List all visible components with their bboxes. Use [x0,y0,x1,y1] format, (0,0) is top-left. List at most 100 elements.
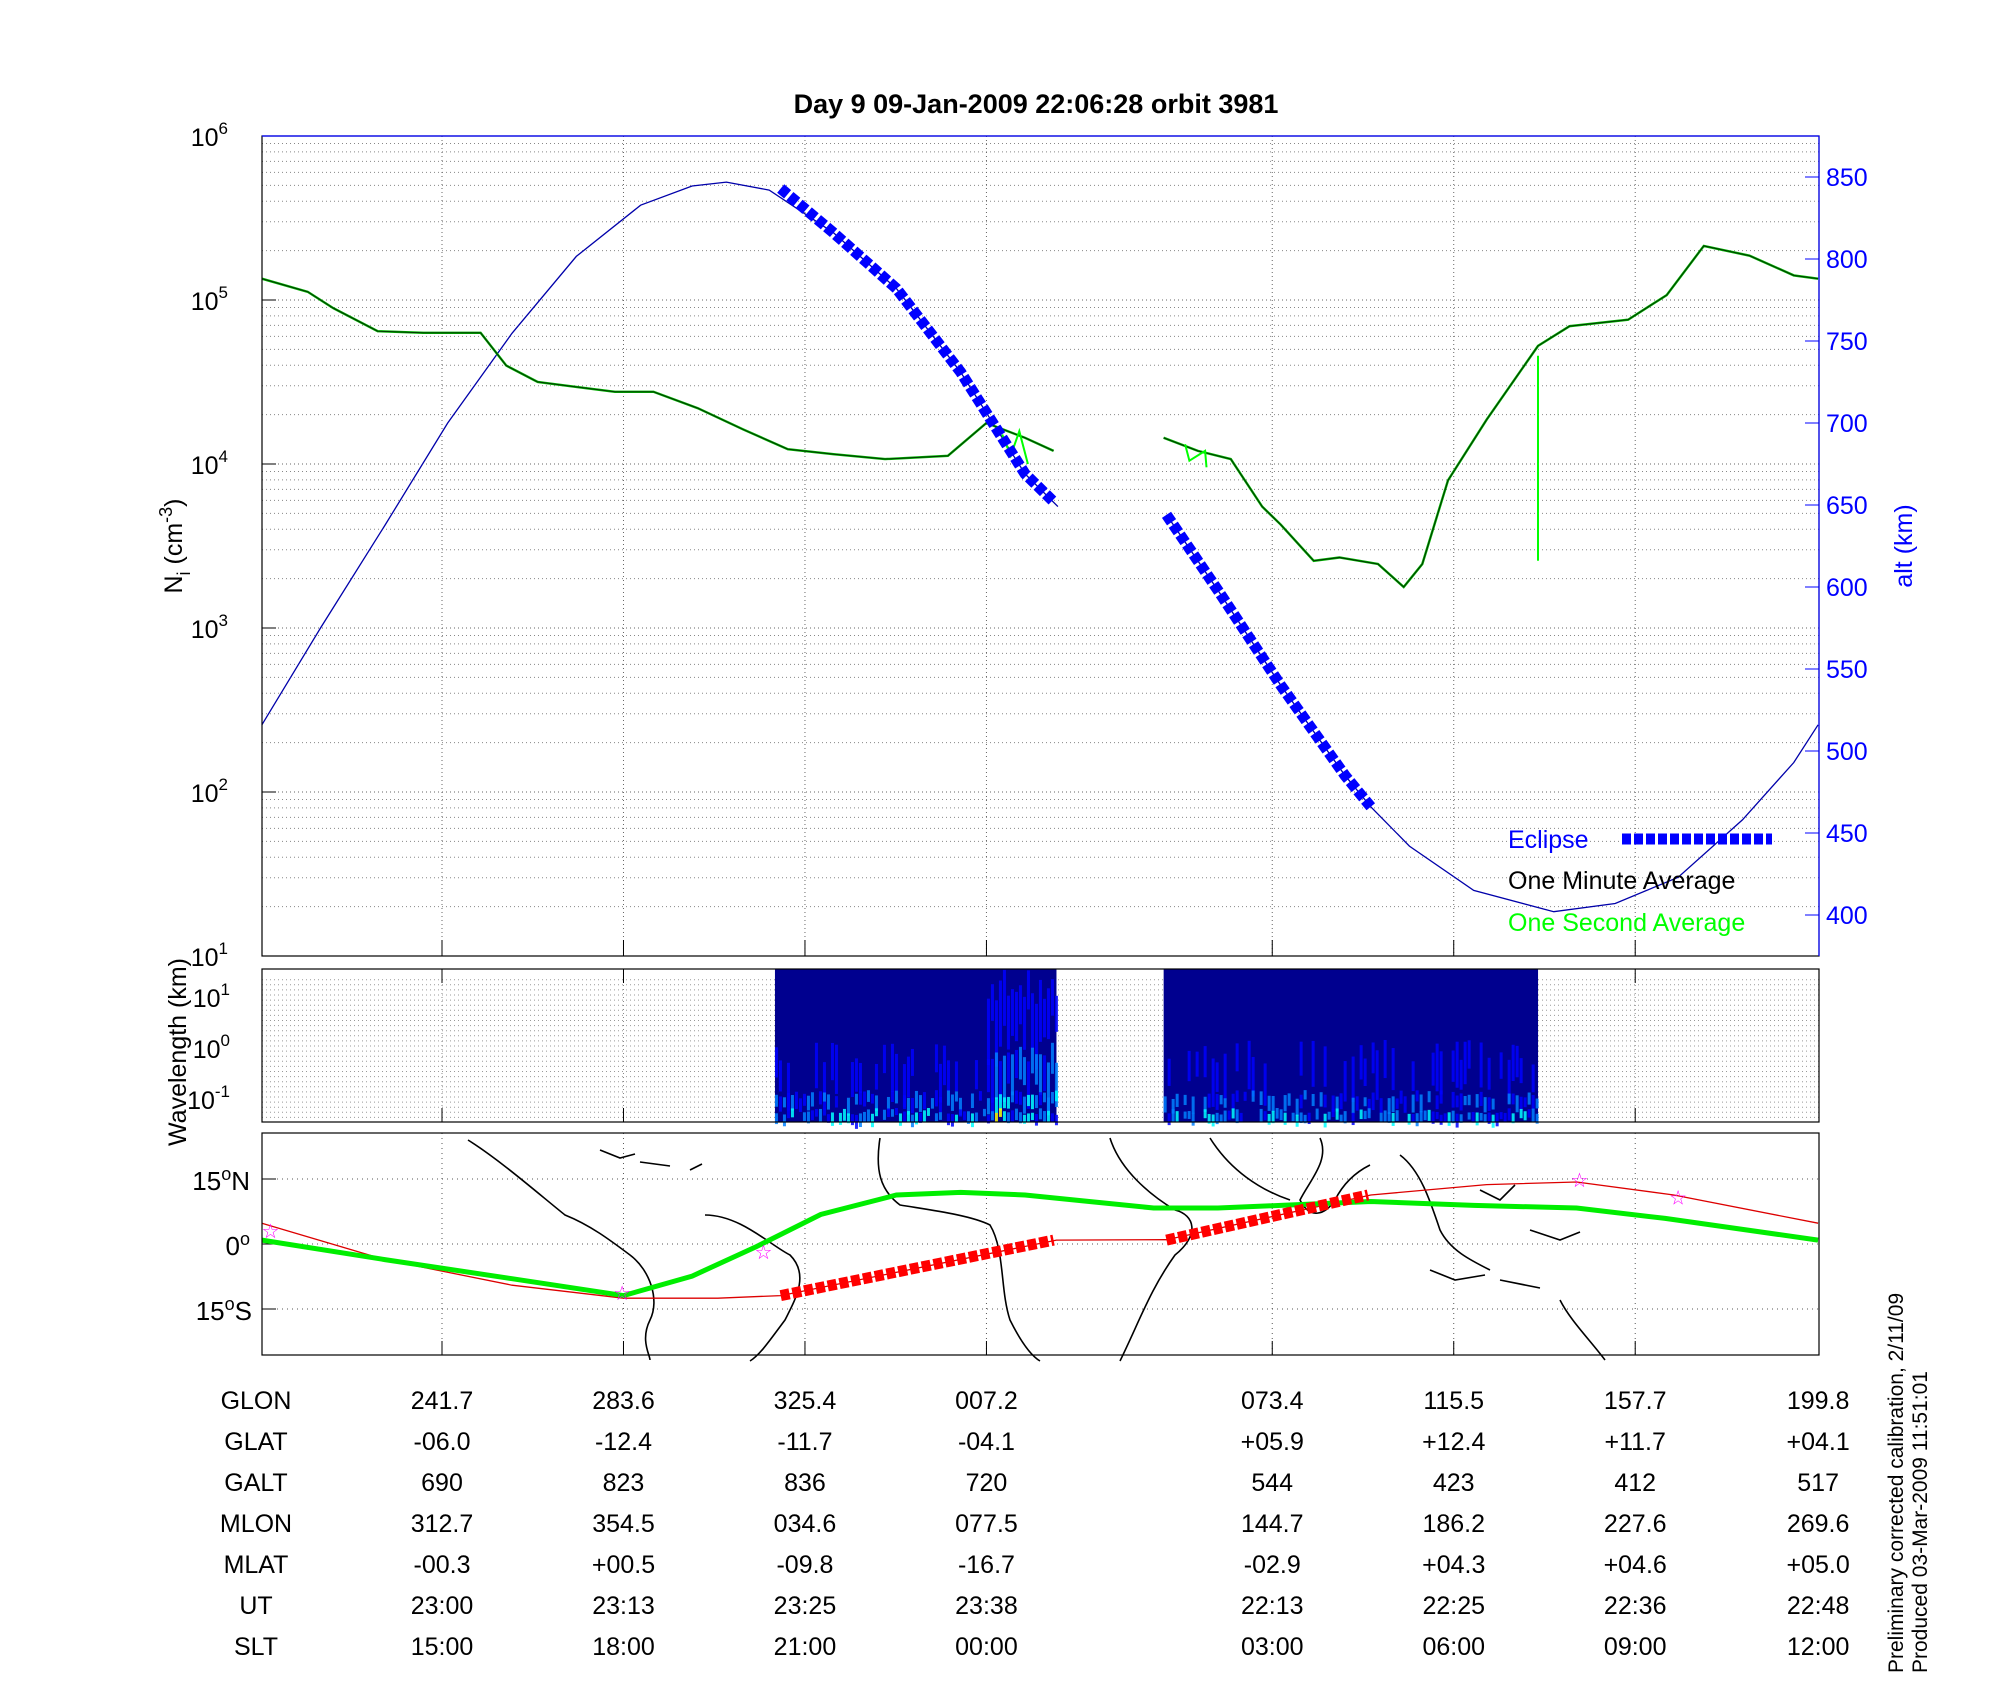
spectrogram-cell [950,1094,954,1111]
spectrogram-cell [910,1097,914,1114]
spectrogram-cell [1511,1044,1515,1081]
table-cell: +05.9 [1241,1428,1304,1456]
spectrogram-cell [1419,1111,1423,1122]
spectrogram-cell [998,1094,1002,1111]
spectrogram-cell [818,1091,822,1105]
spectrogram-cell [826,1094,830,1110]
spectrogram-cell [1487,1097,1491,1111]
spectrogram-cell [1331,1108,1335,1117]
spectrogram-cell [1026,1061,1030,1109]
table-cell: -09.8 [776,1551,833,1579]
spectrogram-cell [1251,1090,1255,1102]
spectrogram-cell [1303,1114,1307,1124]
spectrogram-cell [870,1093,874,1104]
spectrogram-cell [1050,979,1054,1016]
spectrogram-cell [786,1093,790,1110]
spectrogram-cell [1335,1108,1339,1120]
spectrogram-cell [1483,1114,1487,1123]
spectrogram-cell [958,1109,962,1117]
spectrogram-cell [1022,1096,1026,1114]
spectrogram-cell [994,1000,998,1067]
spectrogram-cell [866,1090,870,1102]
table-row-slt: SLT 15:00 18:00 21:00 00:00 03:00 06:00 09:00 12… [234,1633,1849,1661]
table-cell: 18:00 [592,1633,655,1661]
spectrogram-cell [1054,1090,1058,1102]
star-marker: ☆ [262,1221,280,1243]
spectrogram-cell [1054,1062,1058,1107]
legend-one-second-label: One Second Average [1508,909,1745,937]
spectrogram-cell [1231,1093,1235,1110]
spectrogram-cell [1014,1049,1018,1079]
altitude-axis-label: alt (km) [1890,504,1918,587]
spectrogram-cell [1515,1045,1519,1078]
spectrogram-cell [890,1043,894,1092]
spectrogram-cell [1455,1095,1459,1108]
table-cell: -06.0 [414,1428,471,1456]
spectrogram-cell [1407,1113,1411,1125]
spectrogram-cell [1415,1090,1419,1102]
altitude-tick-label: 500 [1826,738,1868,766]
spectrogram-cell [914,1090,918,1109]
spectrogram-cell [1018,985,1022,1025]
spectrogram-cell [1331,1095,1335,1113]
altitude-tick-label: 450 [1826,820,1868,848]
spectrogram-cell [1263,1063,1267,1106]
altitude-tick-label: 400 [1826,902,1868,930]
map-series: ☆ ☆ ☆ ☆ ☆ [261,1170,1819,1305]
spectrogram-cell [902,1111,906,1122]
density-grid [262,136,1819,956]
spectrogram-cell [814,1109,818,1117]
spectrogram-cell [898,1113,902,1126]
spectrogram-cell [958,1097,962,1116]
spectrogram-cell [1211,1114,1215,1127]
spectrogram-cell [1022,996,1026,1050]
table-cell: -02.9 [1244,1551,1301,1579]
spectrogram-cell [1006,1096,1010,1109]
footnote-produced: Produced 03-Mar-2009 11:51:01 [1909,1371,1932,1673]
spectrogram-cell [1467,1040,1471,1069]
spectrogram-cell [1042,1111,1046,1123]
footnote: Preliminary corrected calibration, 2/11/… [1885,1287,1932,1673]
spectrogram-cell [870,1113,874,1128]
spectrogram-cell [1451,1050,1455,1082]
spectrogram-cell [862,1091,866,1107]
spectrogram-cell [1163,1096,1167,1113]
table-cell: 720 [966,1469,1008,1497]
spectrogram-cell [1283,1095,1287,1112]
spectrogram-cell [786,1109,790,1119]
spectrogram-cell [986,1114,990,1124]
spectrogram-cell [1363,1110,1367,1120]
density-y-tick-label: 105 [191,283,228,316]
spectrogram-cell [1227,1110,1231,1120]
spectrogram-cell [1423,1110,1427,1121]
spectrogram-y-tick-label: 101 [193,980,230,1013]
spectrogram-cell [1187,1050,1191,1082]
spectrogram-cell [1535,1113,1539,1124]
spectrogram-cell [830,1042,834,1081]
spectrogram-cell [810,1110,814,1121]
spectrogram-cell [1171,1109,1175,1123]
spectrogram-cell [1431,1052,1435,1086]
spectrogram-cell [1271,1095,1275,1112]
spectrogram-cell [774,1094,778,1107]
spectrogram-cell [1010,1054,1014,1096]
table-cell: 09:00 [1604,1633,1667,1661]
spectrogram-cell [1030,993,1034,1050]
star-marker: ☆ [1669,1188,1687,1210]
spectrogram-cell [930,1098,934,1109]
eclipse-track-marker [779,1234,1055,1301]
spectrogram-frame [261,968,1820,1123]
spectrogram-cell [1359,1109,1363,1120]
spectrogram-cell [1042,1055,1046,1091]
table-cell: 241.7 [411,1387,474,1415]
legend-eclipse-label: Eclipse [1508,826,1589,854]
table-row-glat: GLAT -06.0 -12.4 -11.7 -04.1 +05.9 +12.4 +11.7 +… [224,1428,1849,1456]
spectrogram-cell [1463,1096,1467,1106]
spectrogram-cell [1018,1046,1022,1080]
spectrogram-cell [1383,1110,1387,1123]
spectrogram-cell [938,1112,942,1120]
spectrogram-cell [1046,988,1050,1040]
spectrogram-cell [1030,1047,1034,1074]
table-cell: +04.6 [1604,1551,1667,1579]
spectrogram-cell [994,1097,998,1114]
